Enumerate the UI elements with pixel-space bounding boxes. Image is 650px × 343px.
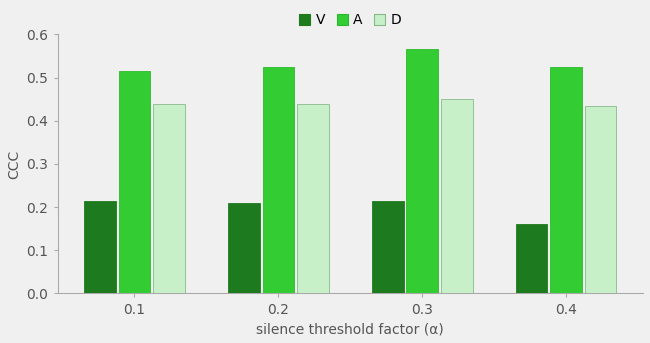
Bar — [153, 104, 185, 294]
Bar — [515, 224, 547, 294]
Bar — [263, 67, 294, 294]
Bar — [406, 49, 438, 294]
Bar — [372, 201, 404, 294]
Bar — [585, 106, 616, 294]
X-axis label: silence threshold factor (α): silence threshold factor (α) — [256, 322, 444, 336]
Bar — [297, 104, 329, 294]
Legend: V, A, D: V, A, D — [294, 8, 407, 33]
Bar — [551, 67, 582, 294]
Bar — [228, 203, 259, 294]
Bar — [119, 71, 150, 294]
Y-axis label: CCC: CCC — [7, 149, 21, 178]
Bar — [441, 99, 473, 294]
Bar — [84, 201, 116, 294]
